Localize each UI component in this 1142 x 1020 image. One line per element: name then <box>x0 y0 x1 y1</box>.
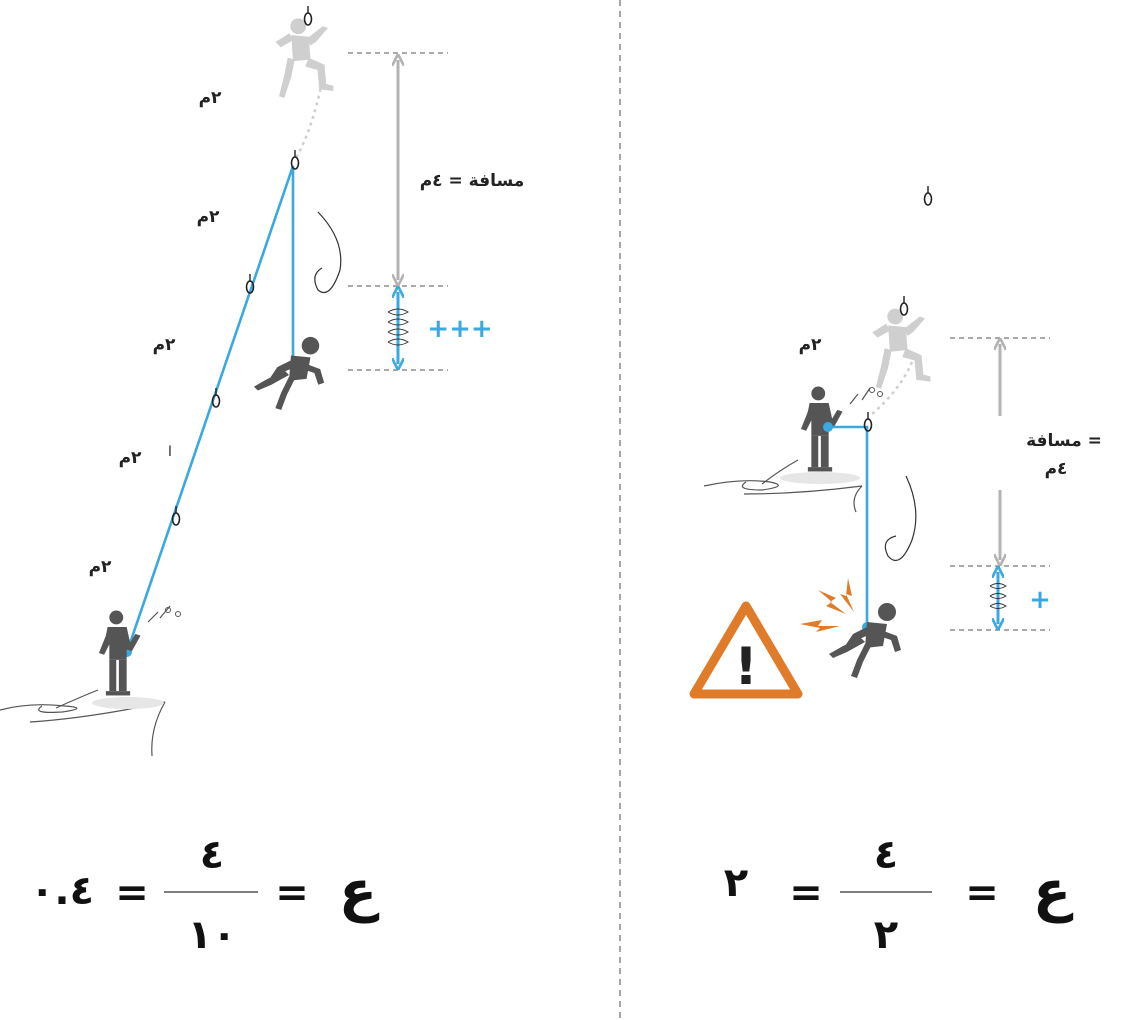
fall-factor-symbol: ع <box>339 859 380 924</box>
belay-ledge <box>0 689 166 757</box>
segment-label: ٢م <box>199 88 222 108</box>
spring-icon <box>387 308 409 346</box>
fall-distance-label: مسافة = <box>1026 431 1102 451</box>
equals-sign: = <box>789 870 823 916</box>
quickdraw-icon <box>211 387 221 408</box>
stretch-indicator: + <box>1029 585 1051 615</box>
formula-numerator: ٤ <box>874 832 898 878</box>
warning-icon: ! <box>689 601 803 699</box>
tick-mark: ا <box>168 444 172 460</box>
carabiner-icon <box>165 607 171 613</box>
top-quickdraw-icon <box>303 5 313 26</box>
fall-distance-label: مسافة = ٤م <box>420 171 525 191</box>
quickdraw-icon <box>899 295 909 316</box>
formula-denominator: ١٠ <box>188 912 237 958</box>
stretch-indicator: +++ <box>427 314 492 344</box>
fall-factor-result: ٢ <box>724 860 748 906</box>
falling-climber-ghost <box>275 18 334 98</box>
falling-climber-ghost <box>872 308 931 389</box>
formula-denominator: ٢ <box>874 912 898 958</box>
fall-path <box>871 361 914 415</box>
right-panel: ! ٢م مسافة = ٤م + ع = ٤ ٢ = ٢ <box>689 185 1102 958</box>
carabiner-icon <box>877 391 883 397</box>
left-formula: ع = ٤ ١٠ = ٠.٤ <box>30 832 380 958</box>
carabiner-icon <box>869 387 875 393</box>
hanging-climber-figure <box>253 336 325 411</box>
fall-factor-symbol: ع <box>1033 859 1074 924</box>
formula-numerator: ٤ <box>200 832 224 878</box>
impact-icon <box>800 578 854 632</box>
fall-distance-label: ٤م <box>1045 459 1068 479</box>
segment-label: ٢م <box>153 335 176 355</box>
segment-label: ٢م <box>799 335 822 355</box>
fall-path <box>294 81 324 159</box>
segment-label: ٢م <box>89 557 112 577</box>
equals-sign: = <box>275 870 309 916</box>
spring-icon <box>989 583 1007 609</box>
top-quickdraw-icon <box>923 185 933 206</box>
rope-slack-icon <box>884 475 917 561</box>
belay-point <box>823 422 833 432</box>
belay-ledge <box>703 459 863 513</box>
segment-label: ٢م <box>119 448 142 468</box>
right-formula: ع = ٤ ٢ = ٢ <box>724 832 1074 958</box>
belayer-figure <box>800 386 843 472</box>
equals-sign: = <box>115 870 149 916</box>
belayer-figure <box>98 610 141 696</box>
equals-sign: = <box>965 870 999 916</box>
segment-label: ٢م <box>197 207 220 227</box>
belay-device-icon <box>849 387 871 405</box>
hanging-climber-figure <box>829 603 901 678</box>
quickdraw-icon <box>171 505 181 526</box>
quickdraw-icon <box>290 149 300 170</box>
rope <box>828 425 869 627</box>
rope <box>125 165 295 653</box>
warning-mark: ! <box>734 637 758 697</box>
left-panel: ٢م ٢م ٢م ٢م ٢م ا مسافة = ٤م +++ ع = ٤ ١٠… <box>0 5 525 958</box>
carabiner-icon <box>175 611 181 617</box>
fall-factor-result: ٠.٤ <box>30 868 94 914</box>
rope-slack-icon <box>314 211 342 294</box>
